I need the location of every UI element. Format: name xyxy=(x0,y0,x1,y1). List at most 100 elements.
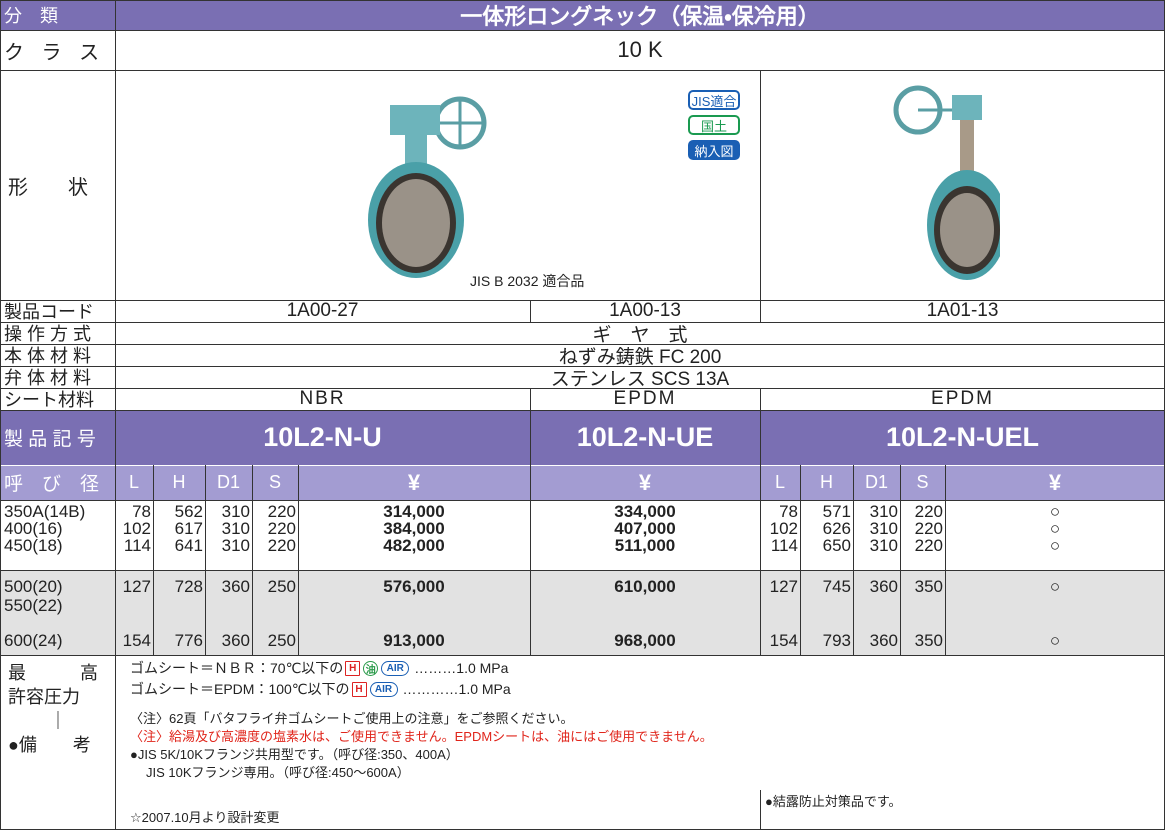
cell-text: 626 xyxy=(822,519,851,538)
cell-text: 154 xyxy=(122,631,151,650)
cell-text: 360 xyxy=(221,631,250,650)
cell-text: ………1.0 MPa xyxy=(414,660,509,676)
cell-text: 600(24) xyxy=(4,631,63,650)
cell-text: 最 高 xyxy=(8,663,98,683)
cell-text: S xyxy=(916,472,929,492)
cell-text: ○ xyxy=(1049,631,1061,650)
cell-text: ねずみ鋳鉄 FC 200 xyxy=(558,346,722,368)
column-line xyxy=(153,465,154,655)
cell-text: JIS B 2032 適合品 xyxy=(470,273,585,289)
cell-text: シート材料 xyxy=(4,390,94,410)
cell-text: 弁 体 材 料 xyxy=(4,368,92,388)
cell-text: 形 状 xyxy=(8,176,88,199)
badge: JIS適合 xyxy=(688,90,740,110)
column-line xyxy=(530,300,531,322)
cell-text: 220 xyxy=(267,502,296,521)
cell-text: 250 xyxy=(267,577,296,596)
valve-image xyxy=(893,85,1000,280)
cell-text: 220 xyxy=(267,519,296,538)
cell-text: 310 xyxy=(221,536,250,555)
cell-text: D1 xyxy=(216,472,240,492)
cell-text: 102 xyxy=(122,519,151,538)
cell-text: ●JIS 5K/10Kフランジ共用型です。（呼び径:350、400A） xyxy=(130,746,459,762)
cell-text: ゴムシート＝EPDM：100℃以下の xyxy=(130,681,350,697)
cell-text: D1 xyxy=(864,472,888,492)
cell-text: 操 作 方 式 xyxy=(4,324,92,344)
cell-text: 913,000 xyxy=(383,631,445,650)
row-line xyxy=(0,570,1165,571)
cell-text: L xyxy=(128,472,139,492)
column-line xyxy=(115,0,116,830)
cell-text: 250 xyxy=(267,631,296,650)
cell-text: ステンレス SCS 13A xyxy=(550,368,730,390)
cell-text: 968,000 xyxy=(614,631,676,650)
row-line xyxy=(0,655,1165,656)
cell-text: H xyxy=(820,472,833,492)
cell-text: 114 xyxy=(770,536,798,555)
column-line xyxy=(0,0,1,830)
cell-text: 384,000 xyxy=(383,519,445,538)
cell-text: 127 xyxy=(122,577,151,596)
column-line xyxy=(760,388,761,655)
cell-text: 728 xyxy=(174,577,203,596)
cell-text: 本 体 材 料 xyxy=(4,346,92,366)
cell-text: 分 類 xyxy=(4,6,58,26)
cell-background xyxy=(0,410,1165,465)
cell-text: H xyxy=(172,472,186,492)
cell-text: ○ xyxy=(1049,519,1061,538)
row-line xyxy=(0,300,1165,301)
cell-text: 310 xyxy=(221,502,250,521)
cell-text: 製 品 記 号 xyxy=(4,429,96,450)
cell-text: 310 xyxy=(869,536,898,555)
cell-text: 576,000 xyxy=(383,577,445,596)
cell-text: 350A(14B) xyxy=(4,502,86,521)
cell-text: 114 xyxy=(123,536,151,555)
cell-text: ●備 考 xyxy=(8,735,91,755)
cell-text: ○ xyxy=(1049,502,1061,521)
cell-text: 350 xyxy=(914,577,943,596)
row-line xyxy=(0,0,1165,1)
row-line xyxy=(0,366,1165,367)
cell-background xyxy=(0,0,1165,30)
icon: H xyxy=(351,682,367,697)
cell-text: 220 xyxy=(914,502,943,521)
column-line xyxy=(760,70,761,322)
badge: 納入図 xyxy=(688,140,740,160)
row-line xyxy=(0,70,1165,71)
cell-text: 製品コード xyxy=(4,302,94,322)
cell-text: 許容圧力 xyxy=(8,687,80,707)
cell-text: 78 xyxy=(779,502,798,521)
cell-text: 550(22) xyxy=(4,596,63,615)
cell-text: 610,000 xyxy=(614,577,676,596)
cell-text: 334,000 xyxy=(614,502,676,521)
cell-text: 641 xyxy=(174,536,203,555)
column-line xyxy=(760,790,761,830)
cell-text: EPDM xyxy=(931,388,994,409)
cell-text: 793 xyxy=(822,631,851,650)
cell-text: 482,000 xyxy=(383,536,445,555)
cell-text: ギ ヤ 式 xyxy=(592,324,688,346)
cell-text: L xyxy=(774,472,785,492)
cell-text: 一体形ロングネック（保温・保冷用） xyxy=(460,4,820,29)
cell-text: 400(16) xyxy=(4,519,63,538)
row-line xyxy=(0,30,1165,31)
cell-text: 650 xyxy=(822,536,851,555)
row-line xyxy=(0,465,1165,466)
cell-text: ｜ xyxy=(49,711,67,731)
cell-text: 呼 び 径 xyxy=(4,474,100,495)
cell-text: 314,000 xyxy=(383,502,445,521)
cell-text: 776 xyxy=(174,631,203,650)
row-line xyxy=(0,388,1165,389)
cell-text: 10L2-N-UEL xyxy=(885,422,1040,452)
cell-text: 571 xyxy=(822,502,851,521)
cell-text: 360 xyxy=(869,631,898,650)
icon: 油 xyxy=(363,661,379,676)
cell-text: 511,000 xyxy=(614,536,676,555)
cell-text: 310 xyxy=(869,502,898,521)
cell-text: 1A00-13 xyxy=(609,300,681,321)
cell-text: 10L2-N-UE xyxy=(576,422,714,452)
cell-text: 350 xyxy=(914,631,943,650)
column-line xyxy=(252,465,253,655)
cell-text: 220 xyxy=(914,519,943,538)
